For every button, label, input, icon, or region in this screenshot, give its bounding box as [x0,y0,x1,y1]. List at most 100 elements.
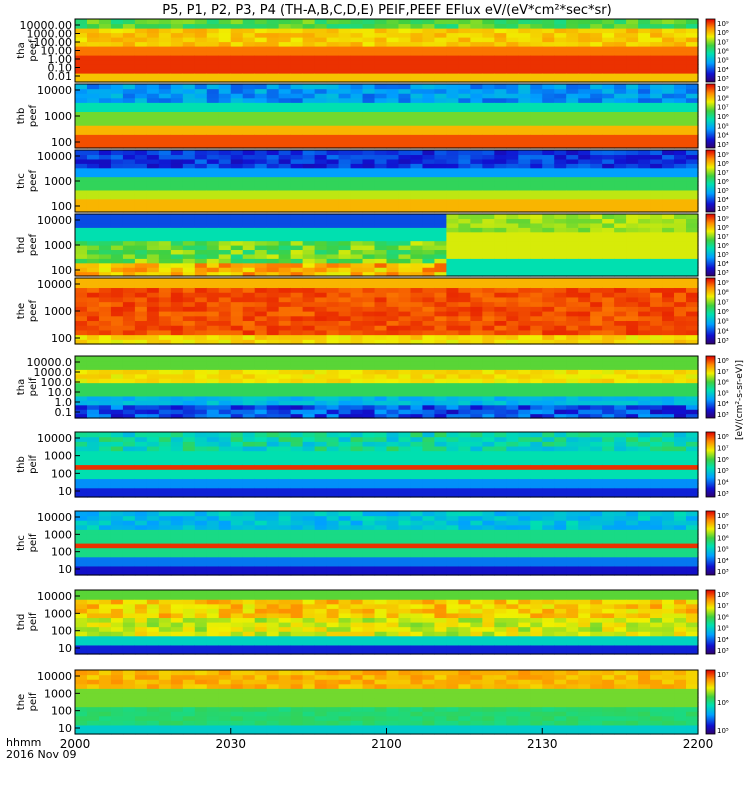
spectrogram-cell [494,483,507,489]
spectrogram-cell [350,356,364,362]
spectrogram-cell [482,278,495,284]
spectrogram-cell [194,441,208,447]
spectrogram-cell [194,469,208,475]
spectrogram-cell [686,88,699,94]
spectrogram-cell [134,125,148,131]
spectrogram-cell [386,120,400,126]
spectrogram-cell [662,97,675,103]
spectrogram-cell [506,487,519,493]
spectrogram-cell [458,382,471,388]
spectrogram-cell [146,296,160,303]
spectrogram-cell [398,469,412,475]
spectrogram-cell [110,262,124,268]
spectrogram-cell [158,400,172,406]
spectrogram-cell [374,167,388,173]
spectrogram-cell [374,278,388,284]
spectrogram-cell [254,356,268,362]
spectrogram-cell [242,432,256,438]
spectrogram-cell [542,227,555,233]
spectrogram-cell [362,172,376,178]
spectrogram-cell [578,271,591,277]
spectrogram-cell [75,464,88,470]
spectrogram-cell [386,129,400,135]
spectrogram-cell [650,222,663,228]
spectrogram-cell [326,172,340,178]
spectrogram-cell [398,116,412,122]
spectrogram-cell [386,450,400,456]
spectrogram-cell [458,176,471,182]
spectrogram-cell [75,222,88,228]
spectrogram-cell [518,364,531,370]
spectrogram-cell [134,23,148,29]
spectrogram-cell [206,50,220,56]
spectrogram-cell [86,88,100,94]
spectrogram-cell [170,364,184,370]
spectrogram-cell [218,88,232,94]
spectrogram-cell [122,194,136,200]
spectrogram-cell [326,469,340,475]
spectrogram-cell [422,143,436,149]
spectrogram-cell [75,311,88,317]
spectrogram-cell [266,97,280,103]
spectrogram-cell [482,129,495,135]
spectrogram-cell [542,46,555,52]
spectrogram-cell [278,334,292,340]
spectrogram-cell [182,158,196,164]
spectrogram-cell [494,185,507,191]
spectrogram-cell [566,172,579,178]
spectrogram-cell [158,382,172,388]
spectrogram-cell [75,373,88,379]
spectrogram-cell [638,409,651,415]
spectrogram-cell [614,267,627,273]
spectrogram-cell [650,364,663,370]
spectrogram-cell [206,455,220,461]
spectrogram-cell [518,150,531,156]
spectrogram-cell [398,245,412,251]
spectrogram-cell [650,207,663,213]
spectrogram-cell [254,404,268,410]
spectrogram-cell [230,292,244,298]
spectrogram-cell [662,413,675,419]
spectrogram-cell [254,483,268,489]
spectrogram-cell [278,236,292,242]
spectrogram-cell [374,46,388,52]
spectrogram-cell [626,360,639,366]
spectrogram-cell [482,227,495,233]
spectrogram-cell [314,111,328,117]
spectrogram-cell [302,395,316,401]
spectrogram-cell [482,334,495,340]
spectrogram-cell [530,154,543,160]
spectrogram-cell [146,320,160,326]
spectrogram-cell [566,116,579,122]
spectrogram-cell [290,125,304,131]
spectrogram-cell [602,111,615,117]
spectrogram-cell [566,311,579,317]
spectrogram-cell [110,198,124,204]
spectrogram-cell [75,292,88,298]
spectrogram-cell [194,198,208,204]
spectrogram-cells [75,19,699,83]
spectrogram-cell [542,88,555,94]
spectrogram-cell [86,356,100,362]
spectrogram-cell [674,129,687,135]
spectrogram-cell [362,271,376,277]
spectrogram-cell [422,271,436,277]
spectrogram-cell [422,373,436,379]
spectrogram-cell [290,203,304,209]
spectrogram-cell [230,320,244,326]
spectrogram-cell [410,218,424,224]
spectrogram-cell [542,181,555,187]
spectrogram-cell [206,360,220,366]
spectrogram-cell [314,134,328,140]
spectrogram-cell [218,19,232,25]
spectrogram-cell [530,278,543,284]
spectrogram-cell [218,32,232,38]
spectrogram-cell [386,320,400,326]
spectrogram-cell [542,189,555,195]
spectrogram-cell [302,189,316,195]
spectrogram-cell [494,23,507,29]
spectrogram-cell [254,28,268,34]
spectrogram-cell [146,176,160,182]
spectrogram-cell [638,32,651,38]
